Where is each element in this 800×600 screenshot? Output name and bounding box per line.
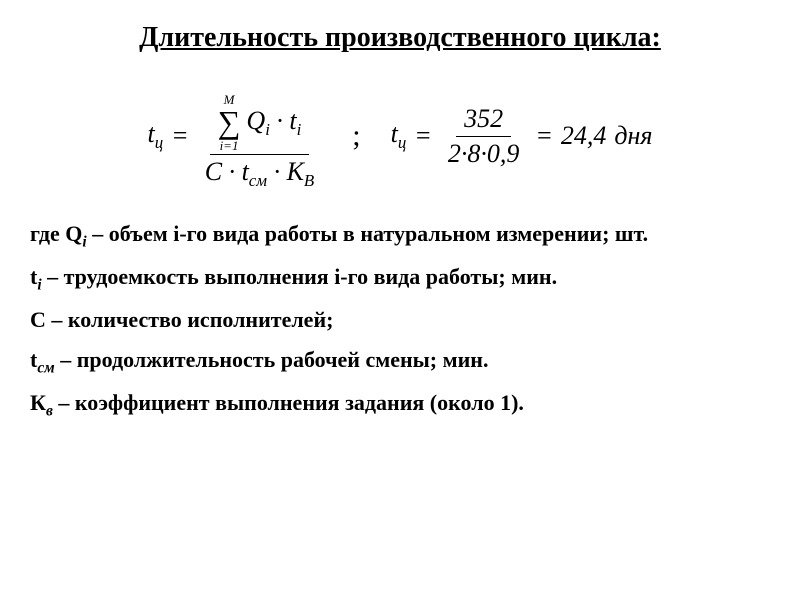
def-C-text: – количество исполнителей; [46, 307, 334, 332]
dot1: · [276, 106, 283, 135]
den-C: C [205, 157, 222, 186]
den2: 2·8·0,9 [440, 137, 528, 169]
definitions-block: где Qi – объем i-го вида работы в натура… [30, 216, 770, 423]
def-t: ti – трудоемкость выполнения i-го вида р… [30, 259, 770, 298]
formula-general: tц = M ∑ i=1 Qi · ti C [147, 81, 322, 191]
den-t-sub: см [249, 171, 267, 190]
equals-3: = [535, 121, 553, 151]
def-Q: где Qi – объем i-го вида работы в натура… [30, 216, 770, 255]
num2: 352 [456, 104, 511, 137]
def-t-text: – трудоемкость выполнения i-го вида рабо… [42, 264, 557, 289]
dot3: · [274, 157, 281, 186]
equals-2: = [414, 121, 432, 151]
sum-t: t [289, 106, 296, 135]
def-K-sub: в [46, 402, 53, 419]
result-unit: дня [614, 121, 652, 151]
sigma-symbol: ∑ [218, 108, 241, 137]
fraction-1: M ∑ i=1 Qi · ti C · tсм · KВ [197, 81, 323, 191]
lhs1-sub: ц [155, 133, 163, 152]
formula-row: tц = M ∑ i=1 Qi · ti C [30, 81, 770, 191]
den-t: t [242, 157, 249, 186]
lhs2-sub: ц [398, 133, 406, 152]
equals-1: = [171, 121, 189, 151]
lhs1-var: t [147, 119, 154, 148]
def-K-text: – коэффициент выполнения задания (около … [53, 390, 524, 415]
page-title: Длительность производственного цикла: [30, 20, 770, 56]
den-K-sub: В [304, 171, 314, 190]
den-K: K [287, 157, 304, 186]
dot2: · [229, 157, 236, 186]
formula-numeric: tц = 352 2·8·0,9 = 24,4 дня [391, 104, 653, 169]
def-tsm-sub: см [37, 359, 54, 376]
def-K: Кв – коэффициент выполнения задания (око… [30, 385, 770, 424]
sum-Q-sub: i [265, 120, 270, 139]
lhs2-var: t [391, 119, 398, 148]
formula-separator: ; [352, 119, 360, 153]
def-tsm-text: – продолжительность рабочей смены; мин. [55, 347, 489, 372]
def-C: C – количество исполнителей; [30, 302, 770, 337]
def-C-var: C [30, 307, 46, 332]
def-tsm: tсм – продолжительность рабочей смены; м… [30, 342, 770, 381]
sum-t-sub: i [297, 120, 302, 139]
fraction-2: 352 2·8·0,9 [440, 104, 528, 169]
def-Q-var: Q [65, 221, 82, 246]
sum-Q: Q [246, 106, 265, 135]
def-Q-text: – объем i-го вида работы в натуральном и… [87, 221, 648, 246]
result-value: 24,4 [561, 121, 607, 151]
def-K-var: К [30, 390, 46, 415]
def-intro: где [30, 221, 65, 246]
sum-lower: i=1 [220, 139, 239, 152]
